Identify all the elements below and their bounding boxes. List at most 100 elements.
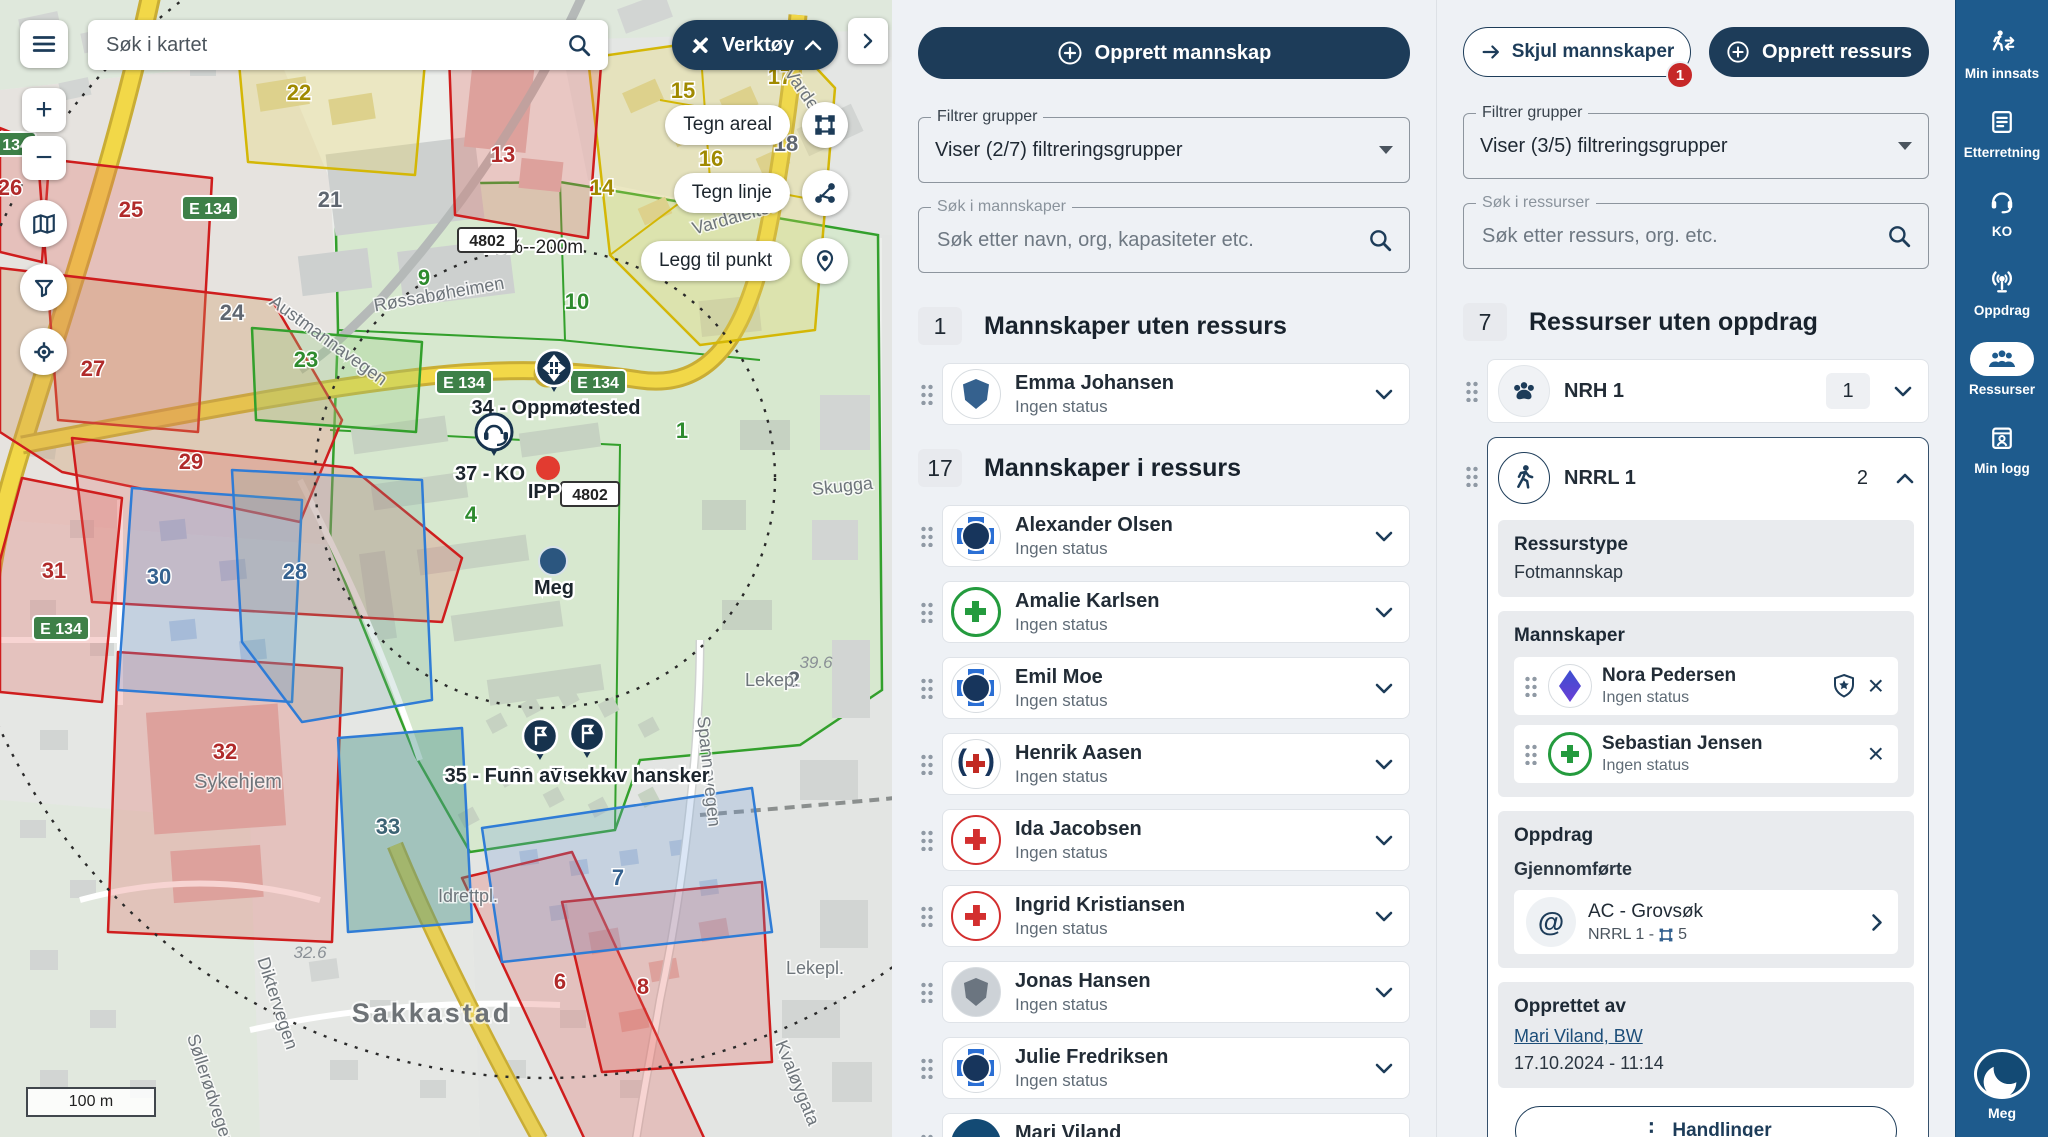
remove-member-button[interactable]: × (1867, 738, 1884, 769)
personnel-card[interactable]: Jonas Hansen Ingen status (942, 961, 1410, 1023)
resource-row-nrh1[interactable]: NRH 1 1 (1463, 359, 1929, 423)
personnel-row[interactable]: Henrik Aasen Ingen status (918, 733, 1410, 795)
sidebar-item-ko[interactable]: KO (1956, 172, 2048, 251)
drag-handle-icon[interactable] (920, 981, 934, 1003)
map-filter-button[interactable] (20, 264, 67, 311)
marker-ko[interactable] (474, 412, 514, 456)
personnel-row[interactable]: Amalie Karlsen Ingen status (918, 581, 1410, 643)
drag-handle-icon[interactable] (920, 829, 934, 851)
drag-handle-icon[interactable] (920, 753, 934, 775)
personnel-filter-select[interactable]: Filtrer grupper Viser (2/7) filtreringsg… (918, 108, 1410, 183)
marker-funn-sekk[interactable] (521, 717, 559, 760)
drag-handle-icon[interactable] (920, 525, 934, 547)
personnel-card[interactable]: Emil Moe Ingen status (942, 657, 1410, 719)
sidebar-item-etterretning[interactable]: Etterretning (1956, 93, 2048, 172)
chevron-down-icon[interactable] (1375, 759, 1393, 770)
chevron-down-icon[interactable] (1375, 987, 1393, 998)
user-avatar[interactable] (1974, 1049, 2030, 1099)
chevron-down-icon[interactable] (1375, 911, 1393, 922)
drag-handle-icon[interactable] (920, 1133, 934, 1137)
personnel-row[interactable]: Emma Johansen Ingen status (918, 363, 1410, 425)
dropdown-caret-icon[interactable] (1379, 146, 1393, 154)
chevron-down-icon[interactable] (1375, 683, 1393, 694)
add-point-icon-button[interactable] (802, 238, 848, 284)
member-row[interactable]: Sebastian Jensen Ingen status × (1514, 725, 1898, 783)
resources-search-field[interactable]: Søk i ressurser (1463, 194, 1929, 269)
current-user[interactable]: Meg (1974, 1049, 2030, 1121)
chevron-down-icon[interactable] (1375, 835, 1393, 846)
create-personnel-button[interactable]: Opprett mannskap (918, 27, 1410, 79)
personnel-search-field[interactable]: Søk i mannskaper (918, 198, 1410, 273)
chevron-down-icon[interactable] (1375, 1063, 1393, 1074)
personnel-card[interactable]: Henrik Aasen Ingen status (942, 733, 1410, 795)
drag-handle-icon[interactable] (920, 601, 934, 623)
personnel-card[interactable]: Alexander Olsen Ingen status (942, 505, 1410, 567)
draw-line-button[interactable]: Tegn linje (673, 173, 790, 213)
create-resource-button[interactable]: Opprett ressurs (1709, 27, 1929, 77)
personnel-row[interactable]: Alexander Olsen Ingen status (918, 505, 1410, 567)
personnel-row[interactable]: Ida Jacobsen Ingen status (918, 809, 1410, 871)
personnel-card[interactable]: Ida Jacobsen Ingen status (942, 809, 1410, 871)
map-search-input[interactable] (104, 32, 566, 58)
drag-handle-icon[interactable] (920, 1057, 934, 1079)
personnel-card[interactable]: Ingrid Kristiansen Ingen status (942, 885, 1410, 947)
draw-area-icon-button[interactable] (802, 102, 848, 148)
zoom-out-button[interactable]: − (22, 136, 66, 180)
locate-me-button[interactable] (20, 328, 67, 375)
add-point-button[interactable]: Legg til punkt (640, 241, 790, 281)
drag-handle-icon[interactable] (1465, 465, 1479, 487)
search-icon[interactable] (1886, 223, 1912, 249)
sidebar-item-min-logg[interactable]: Min logg (1956, 409, 2048, 488)
chevron-down-icon[interactable] (1375, 531, 1393, 542)
map[interactable]: 22 15 17 14 16 18 13 21 24 26 25 27 23 9… (0, 0, 892, 1137)
personnel-row[interactable]: Julie Fredriksen Ingen status (918, 1037, 1410, 1099)
chevron-down-icon[interactable] (1375, 389, 1393, 400)
marker-meg[interactable] (538, 546, 568, 576)
marker-funn-hansker[interactable] (568, 715, 606, 758)
search-icon[interactable] (1367, 227, 1393, 253)
draw-line-icon-button[interactable] (802, 170, 848, 216)
tools-button[interactable]: Verktøy (672, 20, 838, 70)
search-icon[interactable] (566, 32, 592, 58)
created-by-link[interactable]: Mari Viland, BW (1514, 1026, 1643, 1046)
resources-filter-select[interactable]: Filtrer grupper Viser (3/5) filtreringsg… (1463, 104, 1929, 179)
actions-button[interactable]: ⋮ Handlinger (1514, 1106, 1898, 1137)
member-row[interactable]: Nora Pedersen Ingen status × (1514, 657, 1898, 715)
hide-personnel-button[interactable]: Skjul mannskaper 1 (1463, 27, 1694, 89)
personnel-row[interactable]: Mari Viland Aktiv (918, 1113, 1410, 1137)
personnel-row[interactable]: Emil Moe Ingen status (918, 657, 1410, 719)
drag-handle-icon[interactable] (920, 677, 934, 699)
drag-handle-icon[interactable] (920, 383, 934, 405)
drag-handle-icon[interactable] (920, 905, 934, 927)
personnel-card[interactable]: Amalie Karlsen Ingen status (942, 581, 1410, 643)
personnel-row[interactable]: Jonas Hansen Ingen status (918, 961, 1410, 1023)
dropdown-caret-icon[interactable] (1898, 142, 1912, 150)
leader-shield-icon[interactable] (1832, 673, 1856, 699)
resources-search-input[interactable] (1480, 223, 1886, 249)
personnel-card[interactable]: Emma Johansen Ingen status (942, 363, 1410, 425)
chevron-up-icon[interactable] (1896, 473, 1914, 484)
sidebar-item-ressurser[interactable]: Ressurser (1956, 330, 2048, 409)
sidebar-item-min-innsats[interactable]: Min innsats (1956, 14, 2048, 93)
mission-row[interactable]: @ AC - Grovsøk NRRL 1 - 5 (1514, 890, 1898, 954)
resource-row-nrrl1-expanded[interactable]: NRRL 1 2 Ressurstype Fotmannskap Mannska… (1463, 437, 1929, 1137)
drag-handle-icon[interactable] (1524, 675, 1538, 697)
personnel-row[interactable]: Ingrid Kristiansen Ingen status (918, 885, 1410, 947)
map-search[interactable] (88, 20, 608, 70)
menu-button[interactable] (20, 20, 68, 68)
marker-ipp[interactable] (536, 456, 560, 480)
personnel-search-input[interactable] (935, 227, 1367, 253)
panel-expand-button[interactable] (848, 18, 888, 64)
map-layers-button[interactable] (20, 200, 67, 247)
marker-oppmotested[interactable] (534, 348, 574, 392)
drag-handle-icon[interactable] (1465, 380, 1479, 402)
personnel-card[interactable]: Julie Fredriksen Ingen status (942, 1037, 1410, 1099)
chevron-down-icon[interactable] (1894, 386, 1912, 397)
zoom-in-button[interactable]: + (22, 88, 66, 132)
drag-handle-icon[interactable] (1524, 743, 1538, 765)
chevron-right-icon[interactable] (1872, 913, 1883, 931)
personnel-card[interactable]: Mari Viland Aktiv (942, 1113, 1410, 1137)
remove-member-button[interactable]: × (1867, 670, 1884, 701)
draw-area-button[interactable]: Tegn areal (665, 105, 790, 145)
chevron-down-icon[interactable] (1375, 607, 1393, 618)
